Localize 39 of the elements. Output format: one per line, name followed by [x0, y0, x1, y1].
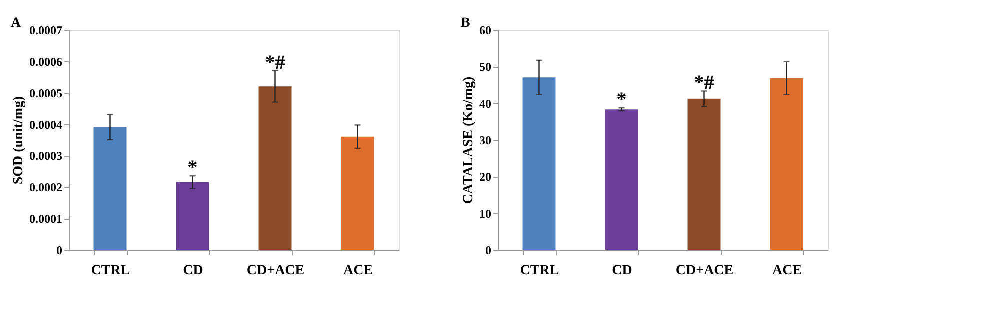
bar — [176, 182, 210, 250]
y-tick-label: 30 — [480, 134, 492, 148]
x-tick-label: ACE — [772, 264, 802, 278]
bar — [688, 98, 721, 250]
x-tick-label: CD — [612, 264, 632, 278]
y-tick-label: 20 — [480, 170, 492, 184]
y-axis-title: CATALASE (Ko/mg) — [462, 76, 476, 204]
bar — [94, 127, 127, 250]
annotation: * — [188, 157, 198, 180]
x-tick-label: CTRL — [520, 264, 560, 278]
annotation: *# — [265, 52, 286, 74]
bar — [258, 86, 292, 250]
annotation: *# — [694, 72, 714, 94]
y-tick-label: 0.0005 — [30, 86, 62, 100]
x-tick-label: CD — [183, 264, 204, 278]
y-tick-label: 0.0003 — [30, 149, 62, 164]
y-tick-label: 0.0002 — [30, 180, 62, 195]
x-tick-label: CD+ACE — [676, 264, 734, 278]
bar — [605, 110, 638, 250]
y-tick-label: 40 — [480, 96, 492, 111]
x-tick-label: ACE — [343, 264, 374, 278]
y-tick-label: 0 — [486, 244, 492, 258]
y-tick-label: 0.0006 — [30, 54, 62, 69]
chart-title: B — [461, 16, 470, 31]
x-tick-label: CD+ACE — [246, 264, 305, 278]
y-axis-title: SOD (unit/mg) — [12, 96, 26, 185]
y-tick-label: 0.0001 — [30, 212, 62, 226]
y-tick-label: 0.0007 — [30, 24, 62, 38]
y-tick-label: 0.0004 — [30, 118, 62, 132]
y-tick-label: 10 — [480, 206, 492, 221]
annotation: * — [616, 89, 627, 112]
bar — [341, 136, 374, 250]
y-tick-label: 0 — [56, 244, 62, 258]
bar — [522, 78, 556, 250]
y-tick-label: 60 — [480, 24, 492, 38]
bar — [770, 78, 804, 250]
chart-title: A — [11, 16, 22, 31]
y-tick-label: 50 — [480, 60, 492, 74]
x-tick-label: CTRL — [91, 264, 130, 278]
